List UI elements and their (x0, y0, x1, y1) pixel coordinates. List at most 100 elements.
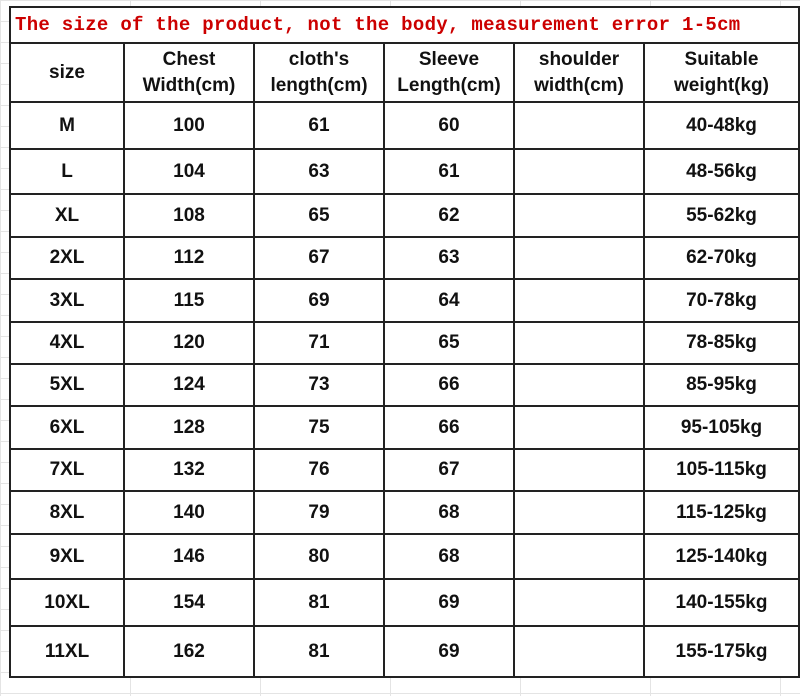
column-header: Suitable weight(kg) (643, 42, 800, 103)
table-cell: 62-70kg (643, 236, 800, 280)
table-cell: 69 (253, 278, 385, 323)
table-cell: 105-115kg (643, 448, 800, 492)
table-cell: 115-125kg (643, 490, 800, 535)
table-cell: XL (9, 193, 125, 238)
table-cell: 140 (123, 490, 255, 535)
table-cell (513, 148, 645, 195)
table-cell: 95-105kg (643, 405, 800, 450)
table-cell: 60 (383, 101, 515, 150)
table-cell: 66 (383, 405, 515, 450)
table-cell: 5XL (9, 363, 125, 407)
table-cell: 125-140kg (643, 533, 800, 580)
table-row: 11XL 162 81 69 155-175kg (9, 625, 800, 678)
table-cell: 69 (383, 578, 515, 627)
table-row: 3XL 115 69 64 70-78kg (9, 278, 800, 323)
table-row: 2XL 112 67 63 62-70kg (9, 236, 800, 280)
table-row: XL 108 65 62 55-62kg (9, 193, 800, 238)
table-row: 8XL 140 79 68 115-125kg (9, 490, 800, 535)
table-cell (513, 236, 645, 280)
table-cell: 124 (123, 363, 255, 407)
table-cell: 67 (383, 448, 515, 492)
table-cell: 80 (253, 533, 385, 580)
table-cell: 155-175kg (643, 625, 800, 678)
table-cell: 108 (123, 193, 255, 238)
table-cell: 112 (123, 236, 255, 280)
table-row: 4XL 120 71 65 78-85kg (9, 321, 800, 365)
title-row: The size of the product, not the body, m… (9, 6, 800, 44)
table-cell: 68 (383, 533, 515, 580)
column-header: Chest Width(cm) (123, 42, 255, 103)
table-row: 10XL 154 81 69 140-155kg (9, 578, 800, 627)
table-cell: 65 (253, 193, 385, 238)
table-cell (513, 363, 645, 407)
column-header: Sleeve Length(cm) (383, 42, 515, 103)
table-cell (513, 193, 645, 238)
table-cell: 100 (123, 101, 255, 150)
table-cell: 85-95kg (643, 363, 800, 407)
table-cell: 66 (383, 363, 515, 407)
table-row: 5XL 124 73 66 85-95kg (9, 363, 800, 407)
table-row: M 100 61 60 40-48kg (9, 101, 800, 150)
table-cell: 67 (253, 236, 385, 280)
column-header: cloth's length(cm) (253, 42, 385, 103)
table-row: L 104 63 61 48-56kg (9, 148, 800, 195)
table-cell: 64 (383, 278, 515, 323)
table-cell: 69 (383, 625, 515, 678)
table-cell: 6XL (9, 405, 125, 450)
table-cell: 146 (123, 533, 255, 580)
table-cell: L (9, 148, 125, 195)
header-row: size Chest Width(cm) cloth's length(cm) Sle… (9, 42, 800, 103)
table-cell: 2XL (9, 236, 125, 280)
table-cell (513, 490, 645, 535)
table-cell (513, 533, 645, 580)
table-cell (513, 321, 645, 365)
table-cell (513, 448, 645, 492)
table-cell: 79 (253, 490, 385, 535)
table-cell: 48-56kg (643, 148, 800, 195)
table-cell: 78-85kg (643, 321, 800, 365)
table-cell: 104 (123, 148, 255, 195)
table-cell: 68 (383, 490, 515, 535)
table-cell: 63 (383, 236, 515, 280)
table-cell: 81 (253, 578, 385, 627)
table-cell: 65 (383, 321, 515, 365)
table-cell: 120 (123, 321, 255, 365)
table-cell (513, 101, 645, 150)
table-row: 6XL 128 75 66 95-105kg (9, 405, 800, 450)
chart-note: The size of the product, not the body, m… (9, 6, 800, 44)
table-cell: 40-48kg (643, 101, 800, 150)
table-cell: 63 (253, 148, 385, 195)
table-cell: 76 (253, 448, 385, 492)
table-cell: 128 (123, 405, 255, 450)
table-cell: 140-155kg (643, 578, 800, 627)
table-cell: 71 (253, 321, 385, 365)
table-cell: 70-78kg (643, 278, 800, 323)
table-cell: 9XL (9, 533, 125, 580)
table-cell: 154 (123, 578, 255, 627)
table-cell: 10XL (9, 578, 125, 627)
table-cell: 162 (123, 625, 255, 678)
table-cell: 11XL (9, 625, 125, 678)
table-cell: 4XL (9, 321, 125, 365)
table-cell: 132 (123, 448, 255, 492)
table-cell: 73 (253, 363, 385, 407)
table-cell (513, 405, 645, 450)
table-cell: 62 (383, 193, 515, 238)
table-row: 7XL 132 76 67 105-115kg (9, 448, 800, 492)
table-cell: 55-62kg (643, 193, 800, 238)
table-cell (513, 278, 645, 323)
table-cell: 3XL (9, 278, 125, 323)
table-cell: 61 (383, 148, 515, 195)
table-cell: M (9, 101, 125, 150)
table-cell: 61 (253, 101, 385, 150)
table-cell: 75 (253, 405, 385, 450)
table-cell (513, 625, 645, 678)
table-cell: 115 (123, 278, 255, 323)
table-cell: 81 (253, 625, 385, 678)
column-header: shoulder width(cm) (513, 42, 645, 103)
table-cell: 8XL (9, 490, 125, 535)
table-cell (513, 578, 645, 627)
table-cell: 7XL (9, 448, 125, 492)
size-chart-table: The size of the product, not the body, m… (9, 6, 800, 678)
table-row: 9XL 146 80 68 125-140kg (9, 533, 800, 580)
